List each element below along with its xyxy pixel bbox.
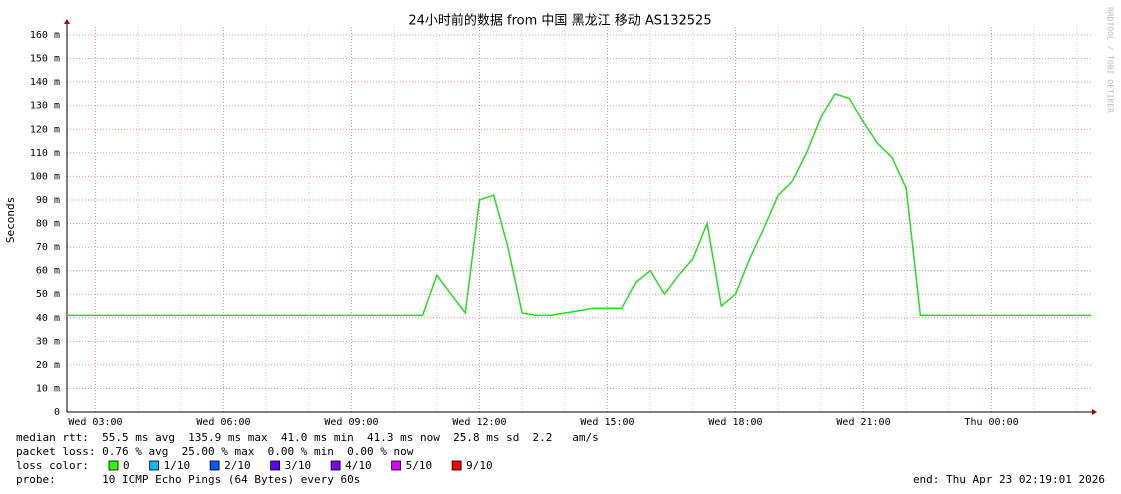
x-tick-label: Wed 03:00 <box>68 417 122 428</box>
y-tick-label: 40 m <box>36 313 60 324</box>
legend-label: 9/10 <box>466 459 493 472</box>
legend-swatch <box>108 460 119 471</box>
stats-loss: packet loss: 0.76 % avg 25.00 % max 0.00… <box>16 445 414 458</box>
x-tick-label: Wed 09:00 <box>324 417 378 428</box>
end-text: end: Thu Apr 23 02:19:01 2026 <box>913 473 1105 486</box>
legend-swatch <box>270 460 281 471</box>
x-tick-label: Wed 15:00 <box>580 417 634 428</box>
y-tick-label: 80 m <box>36 219 60 230</box>
legend-swatch <box>209 460 220 471</box>
y-tick-label: 160 m <box>30 30 60 41</box>
y-tick-label: 140 m <box>30 77 60 88</box>
y-tick-label: 0 <box>54 407 60 418</box>
legend-swatch <box>391 460 402 471</box>
legend-swatch <box>330 460 341 471</box>
legend-label: 3/10 <box>285 459 312 472</box>
y-axis-label: Seconds <box>4 197 17 243</box>
x-tick-label: Wed 06:00 <box>196 417 250 428</box>
probe-text: probe: 10 ICMP Echo Pings (64 Bytes) eve… <box>16 473 360 486</box>
y-tick-label: 110 m <box>30 148 60 159</box>
data-line <box>67 93 1092 317</box>
x-tick-label: Wed 12:00 <box>452 417 506 428</box>
y-tick-label: 130 m <box>30 101 60 112</box>
y-tick-label: 10 m <box>36 383 60 394</box>
y-tick-label: 100 m <box>30 171 60 182</box>
legend-label: 0 <box>123 459 130 472</box>
y-tick-label: 150 m <box>30 54 60 65</box>
y-tick-label: 60 m <box>36 266 60 277</box>
x-tick-label: Wed 21:00 <box>836 417 890 428</box>
legend-label: 4/10 <box>345 459 372 472</box>
stats-rtt: median rtt: 55.5 ms avg 135.9 ms max 41.… <box>16 431 599 444</box>
x-tick-label: Thu 00:00 <box>964 417 1018 428</box>
legend-label: 1/10 <box>164 459 191 472</box>
axis-arrow <box>1092 409 1097 415</box>
loss-color-label: loss color: <box>16 459 89 472</box>
y-tick-label: 30 m <box>36 336 60 347</box>
axis-arrow <box>64 19 70 24</box>
y-tick-label: 120 m <box>30 124 60 135</box>
x-tick-label: Wed 18:00 <box>708 417 762 428</box>
y-tick-label: 50 m <box>36 289 60 300</box>
legend-swatch <box>451 460 462 471</box>
chart-title: 24小时前的数据 from 中国 黑龙江 移动 AS132525 <box>408 13 711 29</box>
y-tick-label: 20 m <box>36 360 60 371</box>
y-tick-label: 90 m <box>36 195 60 206</box>
legend-swatch <box>149 460 160 471</box>
y-tick-label: 70 m <box>36 242 60 253</box>
side-text: RRDTOOL / TOBI OETIKER <box>1106 7 1115 113</box>
legend-label: 5/10 <box>406 459 433 472</box>
legend-label: 2/10 <box>224 459 251 472</box>
